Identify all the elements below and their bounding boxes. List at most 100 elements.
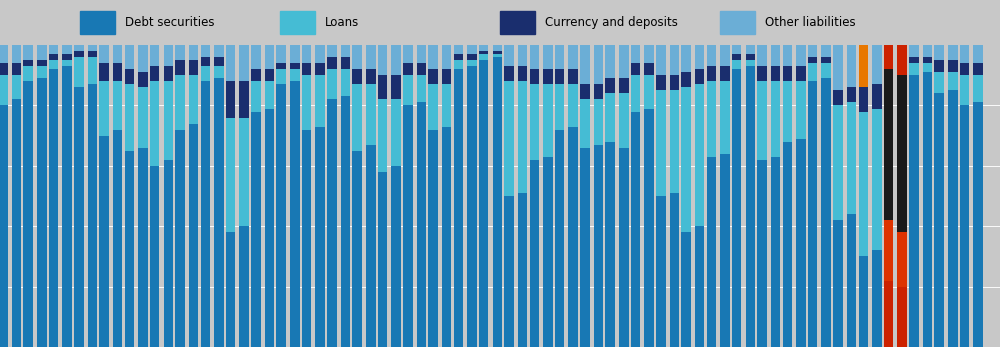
Bar: [189, 45, 198, 60]
Bar: [605, 93, 615, 142]
Bar: [796, 66, 806, 81]
Bar: [391, 45, 401, 75]
Bar: [88, 45, 97, 51]
Bar: [214, 45, 224, 57]
Bar: [518, 193, 527, 347]
Bar: [454, 60, 463, 69]
Bar: [37, 78, 47, 347]
Bar: [12, 100, 21, 347]
Bar: [442, 45, 451, 69]
Bar: [707, 81, 716, 157]
Bar: [417, 63, 426, 75]
Bar: [568, 69, 578, 84]
Text: Currency and deposits: Currency and deposits: [545, 16, 678, 29]
Bar: [74, 45, 84, 51]
Bar: [821, 45, 831, 57]
Bar: [518, 81, 527, 193]
Bar: [973, 102, 983, 347]
FancyBboxPatch shape: [720, 11, 755, 34]
Bar: [62, 45, 72, 54]
Bar: [239, 226, 249, 347]
Bar: [276, 69, 286, 84]
Bar: [62, 60, 72, 66]
Bar: [644, 75, 654, 109]
Bar: [226, 118, 235, 232]
Bar: [580, 148, 590, 347]
Bar: [366, 45, 376, 69]
Bar: [859, 111, 868, 256]
Bar: [467, 60, 477, 66]
Bar: [276, 45, 286, 63]
Bar: [909, 57, 919, 63]
Bar: [670, 75, 679, 91]
Bar: [138, 45, 148, 72]
Bar: [378, 172, 387, 347]
Bar: [290, 63, 300, 69]
Bar: [403, 75, 413, 105]
Bar: [619, 45, 629, 78]
Bar: [555, 45, 564, 69]
Bar: [479, 54, 488, 60]
Bar: [960, 63, 969, 75]
Bar: [341, 57, 350, 69]
Bar: [428, 45, 438, 69]
Bar: [62, 66, 72, 347]
Bar: [327, 100, 337, 347]
Bar: [49, 60, 58, 69]
Bar: [681, 232, 691, 347]
Bar: [251, 45, 261, 69]
Bar: [783, 66, 792, 81]
Bar: [113, 81, 122, 130]
Bar: [656, 45, 666, 75]
Bar: [150, 66, 159, 81]
Bar: [644, 63, 654, 75]
Bar: [125, 84, 134, 151]
Bar: [164, 81, 173, 160]
Bar: [771, 45, 780, 66]
Bar: [428, 130, 438, 347]
Bar: [442, 127, 451, 347]
Bar: [909, 45, 919, 57]
Bar: [37, 60, 47, 66]
Bar: [12, 63, 21, 75]
Bar: [403, 45, 413, 63]
Bar: [808, 45, 817, 57]
Bar: [479, 51, 488, 54]
Bar: [934, 93, 944, 347]
Bar: [847, 214, 856, 347]
Bar: [315, 127, 325, 347]
FancyBboxPatch shape: [280, 11, 315, 34]
Bar: [341, 45, 350, 57]
Bar: [934, 72, 944, 93]
Bar: [872, 84, 882, 109]
Bar: [493, 54, 502, 57]
Bar: [796, 81, 806, 139]
Bar: [732, 54, 741, 60]
Bar: [670, 91, 679, 193]
Bar: [504, 66, 514, 81]
Bar: [707, 45, 716, 66]
Bar: [265, 69, 274, 81]
Bar: [644, 45, 654, 63]
Bar: [783, 81, 792, 142]
Bar: [859, 87, 868, 111]
Bar: [948, 72, 958, 91]
Bar: [973, 63, 983, 75]
FancyBboxPatch shape: [80, 11, 115, 34]
Bar: [833, 105, 843, 220]
Bar: [175, 45, 185, 60]
Bar: [251, 111, 261, 347]
Bar: [341, 69, 350, 96]
Bar: [125, 69, 134, 84]
Bar: [923, 57, 932, 63]
Bar: [580, 45, 590, 84]
Bar: [493, 57, 502, 347]
Bar: [302, 130, 311, 347]
Bar: [504, 45, 514, 66]
Bar: [428, 69, 438, 84]
Bar: [0, 45, 8, 63]
Bar: [454, 45, 463, 54]
Bar: [88, 84, 97, 347]
Bar: [49, 45, 58, 54]
Bar: [757, 66, 767, 81]
